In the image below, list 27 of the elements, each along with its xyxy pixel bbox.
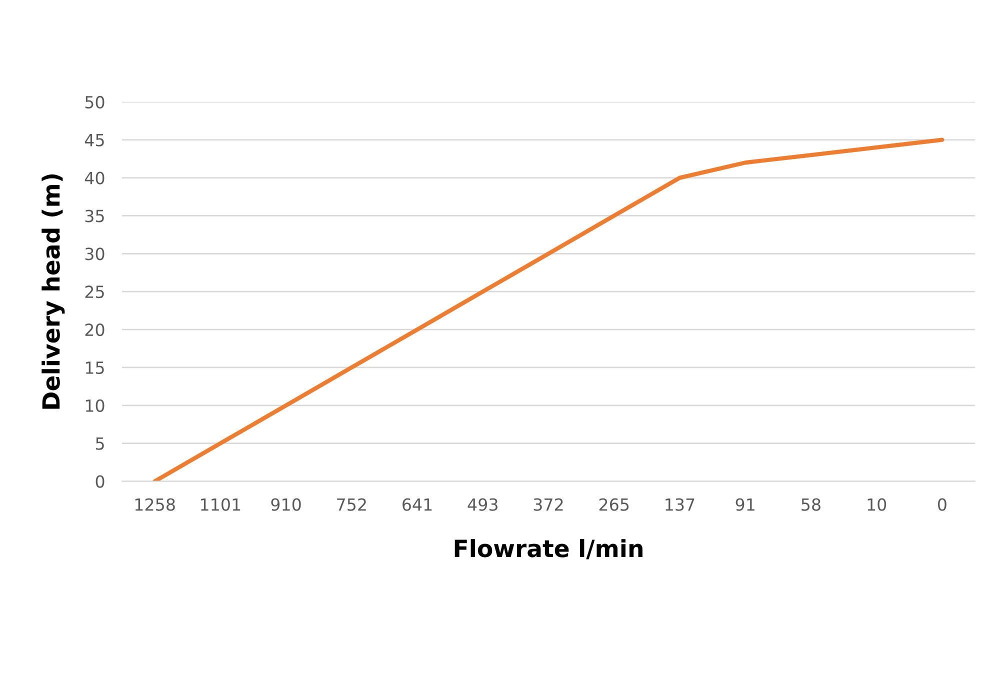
y-tick-label: 20 [85,323,104,336]
x-tick-label: 372 [534,498,563,511]
y-tick-label: 10 [86,399,104,412]
y-axis-title: Delivery head (m) [42,174,65,409]
y-tick-label: 45 [84,134,104,146]
x-tick-label: 752 [337,498,366,511]
line-series [152,138,944,482]
y-tick-label: 30 [85,248,104,260]
y-tick-label: 15 [86,362,104,374]
y-tick-label: 35 [85,210,104,222]
x-tick-label: 493 [468,498,498,511]
x-tick-label: 910 [271,498,301,511]
x-tick-label: 10 [868,498,886,511]
y-tick-label: 5 [96,438,104,450]
x-tick-label: 265 [599,498,629,511]
x-tick-label: 641 [402,498,432,511]
x-tick-label: 137 [666,498,694,511]
x-tick-label: 1101 [201,498,240,511]
y-tick-label: 40 [84,172,104,184]
x-tick-label: 91 [736,498,754,511]
x-tick-label: 0 [938,498,946,511]
x-tick-label: 58 [802,498,820,511]
y-tick-label: 0 [96,475,104,488]
y-tick-label: 50 [85,96,104,108]
y-tick-label: 25 [85,286,104,298]
x-tick-label: 1258 [135,498,175,511]
x-axis-title: Flowrate l/min [454,539,642,560]
